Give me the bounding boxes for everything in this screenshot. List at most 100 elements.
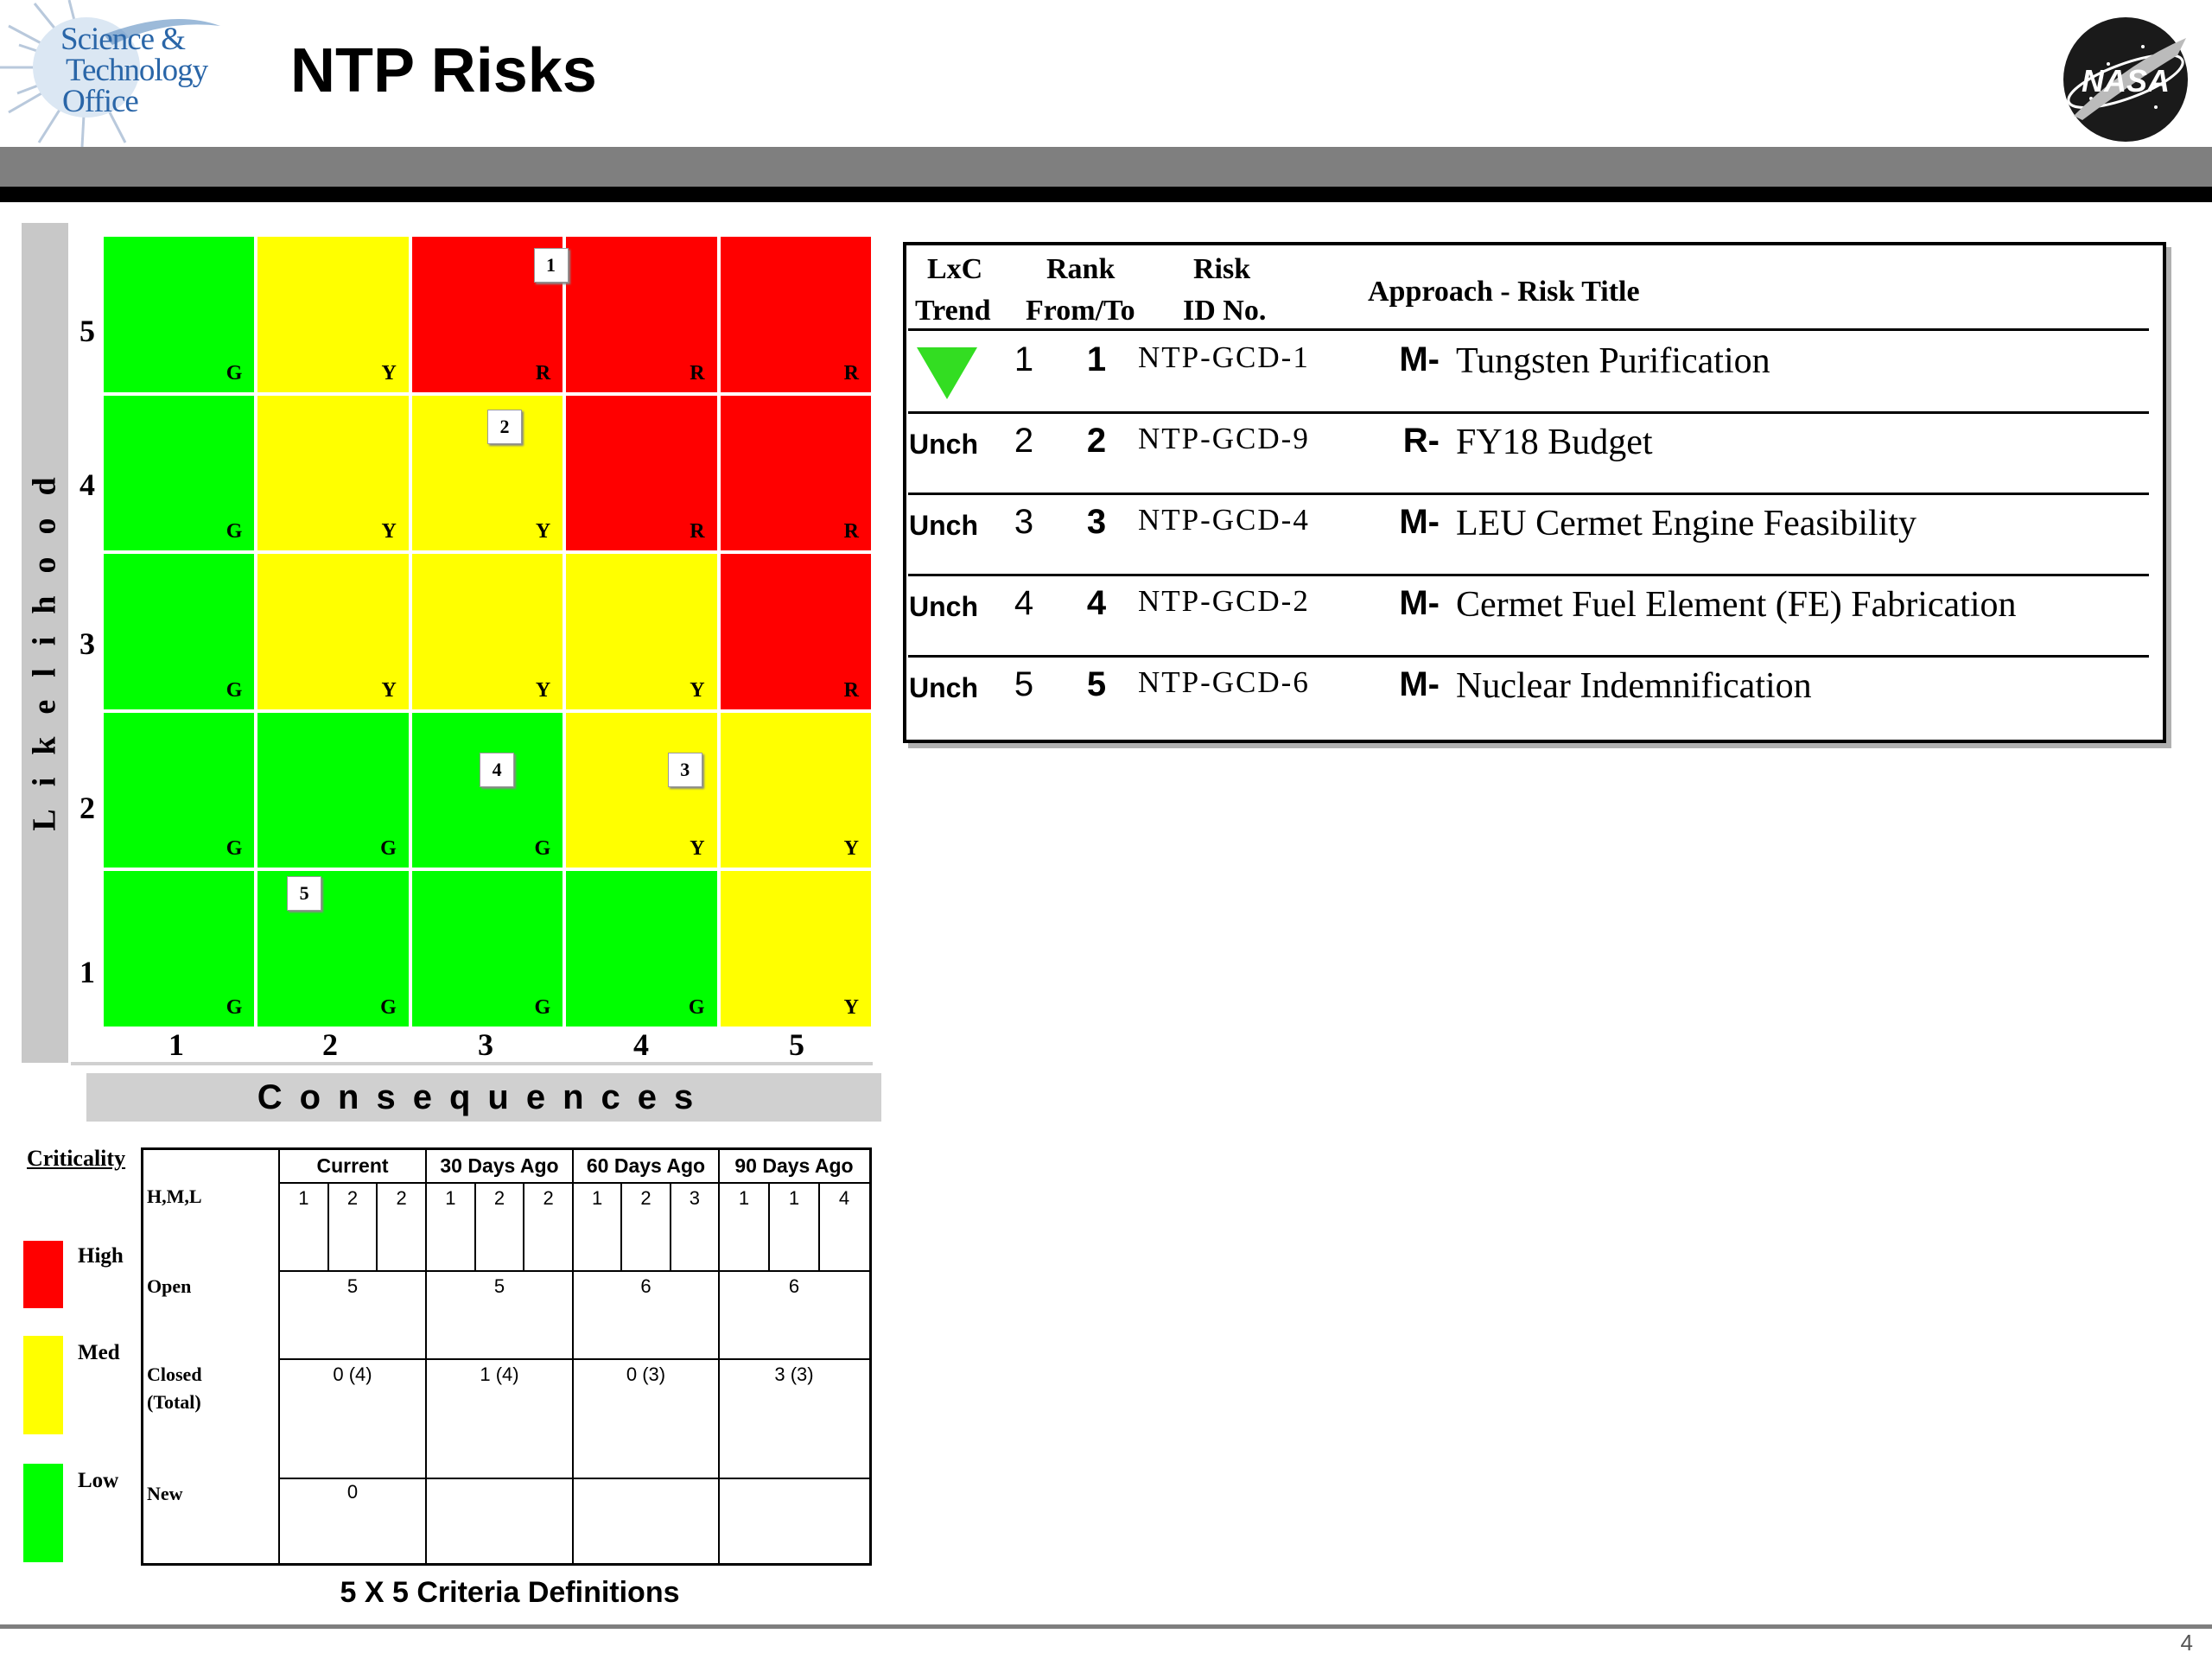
consequence-label-1: 1 (168, 1027, 184, 1062)
closed-value: 0 (4) (333, 1363, 372, 1385)
hml-value: 1 (788, 1187, 800, 1209)
table-grid-line (523, 1183, 525, 1271)
cell-rating-code: R (843, 678, 859, 702)
row-label-hml: H,M,L (147, 1185, 202, 1207)
row-label-new: New (147, 1483, 183, 1504)
table-grid-line (279, 1358, 869, 1360)
cell-rating-code: R (690, 520, 705, 543)
cell-rating-code: R (843, 361, 859, 385)
open-value: 5 (346, 1275, 359, 1297)
logo-line-3: Office (62, 84, 139, 119)
cell-rating-code: Y (535, 678, 551, 702)
table-grid-line (620, 1183, 623, 1271)
criticality-low-label: Low (78, 1469, 119, 1492)
matrix-cell: R (718, 393, 873, 553)
table-grid-line (279, 1182, 869, 1184)
header-id-no: ID No. (1183, 295, 1267, 327)
matrix-cell: Y (256, 235, 410, 394)
header-lxc: LxC (927, 253, 983, 285)
table-grid-line (425, 1150, 427, 1563)
matrix-cell: G (256, 710, 410, 870)
hml-value: 2 (346, 1187, 359, 1209)
cell-rating-code: G (534, 995, 551, 1019)
risk-title: Cermet Fuel Element (FE) Fabrication (1456, 585, 2017, 625)
risk-id: NTP-GCD-2 (1138, 584, 1310, 618)
rank-to: 5 (1086, 665, 1107, 703)
header-risk: Risk (1193, 253, 1251, 285)
cell-rating-code: G (688, 995, 705, 1019)
table-grid-line (327, 1183, 329, 1271)
cell-rating-code: R (690, 361, 705, 385)
criticality-high-label: High (78, 1244, 124, 1268)
rank-to: 4 (1086, 584, 1107, 622)
criteria-table-caption: 5 X 5 Criteria Definitions (340, 1576, 680, 1609)
risk-marker[interactable]: 5 (287, 875, 322, 911)
risk-list-table: LxC Trend Rank From/To Risk ID No. Appro… (903, 242, 2166, 743)
approach-code: R- (1402, 422, 1440, 460)
new-value: 0 (346, 1481, 359, 1503)
science-technology-office-logo: Science & Technology Office (0, 0, 242, 148)
logo-line-1: Science & (60, 22, 186, 57)
header-from-to: From/To (1026, 295, 1135, 327)
hml-value: 2 (493, 1187, 505, 1209)
open-value: 6 (788, 1275, 800, 1297)
hml-value: 3 (689, 1187, 700, 1209)
trend-label: Unch (909, 510, 978, 541)
risk-marker[interactable]: 2 (487, 409, 522, 444)
risk-matrix: G Y R R R G Y Y R R G Y Y Y R G G G Y Y G G G G Y 1 2 3 4 5 (102, 235, 873, 1028)
matrix-cell: G (102, 869, 257, 1028)
likelihood-axis-band (22, 223, 68, 1063)
matrix-cell: R (718, 552, 873, 711)
cell-rating-code: G (226, 678, 243, 702)
header-trend: Trend (915, 295, 991, 327)
hml-value: 2 (396, 1187, 407, 1209)
hml-value: 4 (838, 1187, 850, 1209)
approach-code: M- (1399, 503, 1440, 541)
rank-to: 1 (1086, 340, 1107, 378)
sunburst-icon (0, 0, 220, 148)
cell-rating-code: G (380, 837, 397, 861)
matrix-cell: R (564, 235, 719, 394)
cell-rating-code: Y (381, 678, 397, 702)
approach-code: M- (1399, 340, 1440, 378)
period-header: 60 Days Ago (586, 1154, 706, 1177)
trend-label: Unch (909, 672, 978, 703)
closed-value: 1 (4) (480, 1363, 519, 1385)
likelihood-label-4: 4 (79, 467, 95, 502)
hml-value: 1 (445, 1187, 456, 1209)
risk-marker[interactable]: 4 (480, 752, 515, 787)
risk-id: NTP-GCD-9 (1138, 422, 1310, 455)
matrix-cell: R (564, 393, 719, 553)
cell-rating-code: Y (381, 520, 397, 543)
approach-code: M- (1399, 665, 1440, 703)
consequence-label-5: 5 (789, 1027, 804, 1062)
header-rule (0, 187, 2212, 202)
cell-rating-code: Y (843, 995, 859, 1019)
cell-rating-code: R (843, 520, 859, 543)
matrix-cell: G (102, 393, 257, 553)
trend-label: Unch (909, 591, 978, 622)
consequence-axis-line (71, 1062, 873, 1065)
period-header: 30 Days Ago (440, 1154, 559, 1177)
cell-rating-code: G (534, 837, 551, 861)
rank-from: 3 (1014, 503, 1034, 541)
header-divider (908, 328, 2149, 331)
matrix-cell: Y (564, 710, 719, 870)
table-grid-line (818, 1183, 820, 1271)
page-title: NTP Risks (290, 36, 597, 105)
risk-marker[interactable]: 1 (533, 247, 569, 283)
table-grid-line (572, 1150, 574, 1563)
hml-value: 2 (640, 1187, 652, 1209)
consequence-label-2: 2 (322, 1027, 338, 1062)
rank-from: 5 (1014, 665, 1034, 703)
closed-value: 3 (3) (774, 1363, 814, 1385)
table-grid-line (376, 1183, 378, 1271)
risk-marker[interactable]: 3 (667, 752, 702, 787)
likelihood-label-2: 2 (79, 791, 95, 825)
likelihood-label-5: 5 (79, 314, 95, 348)
consequence-axis-title: Consequences (257, 1077, 711, 1116)
matrix-cell: Y (256, 552, 410, 711)
cell-rating-code: G (226, 520, 243, 543)
likelihood-label-3: 3 (79, 626, 95, 661)
hml-value: 1 (592, 1187, 603, 1209)
